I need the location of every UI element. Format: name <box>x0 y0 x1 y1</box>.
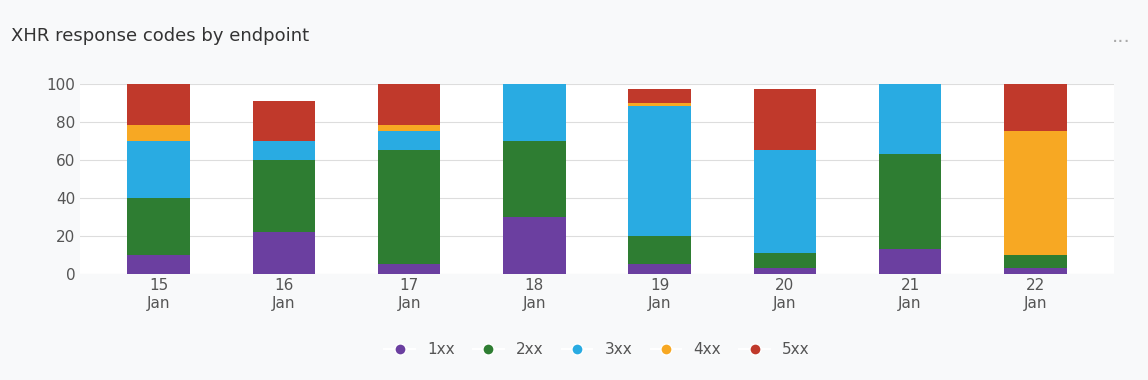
Bar <box>127 255 189 274</box>
Bar <box>378 125 441 131</box>
Bar <box>503 49 566 65</box>
Bar <box>503 23 566 49</box>
Bar <box>503 65 566 141</box>
Bar <box>628 236 691 264</box>
Text: XHR response codes by endpoint: XHR response codes by endpoint <box>11 27 310 44</box>
Text: ...: ... <box>1112 27 1131 46</box>
Bar <box>127 84 189 125</box>
Bar <box>753 150 816 253</box>
Bar <box>503 141 566 217</box>
Bar <box>628 89 691 103</box>
Bar <box>1004 131 1066 255</box>
Bar <box>378 150 441 264</box>
Bar <box>378 131 441 150</box>
Bar <box>253 101 316 141</box>
Bar <box>878 13 941 57</box>
Bar <box>127 198 189 255</box>
Bar <box>878 249 941 274</box>
Bar <box>878 154 941 249</box>
Bar <box>878 59 941 154</box>
Bar <box>253 160 316 232</box>
Bar <box>753 253 816 268</box>
Bar <box>628 106 691 236</box>
Bar <box>1004 268 1066 274</box>
Bar <box>1004 255 1066 268</box>
Bar <box>378 84 441 125</box>
Bar <box>253 141 316 160</box>
Bar <box>878 57 941 59</box>
Bar <box>628 103 691 106</box>
Bar <box>1004 84 1066 131</box>
Bar <box>378 264 441 274</box>
Bar <box>127 125 189 141</box>
Bar <box>253 232 316 274</box>
Bar <box>127 141 189 198</box>
Bar <box>753 268 816 274</box>
Legend: 1xx, 2xx, 3xx, 4xx, 5xx: 1xx, 2xx, 3xx, 4xx, 5xx <box>385 342 809 357</box>
Bar <box>628 264 691 274</box>
Bar <box>503 217 566 274</box>
Bar <box>753 89 816 150</box>
